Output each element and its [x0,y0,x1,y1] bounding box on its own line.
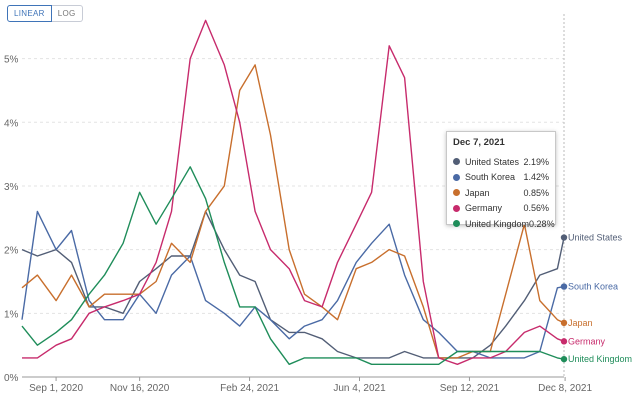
series-end-labels: United States South Korea Japan Germany Unit… [568,233,632,365]
tooltip-date: Dec 7, 2021 [453,137,505,148]
series-end-label: Japan [568,318,593,328]
series-line-germany [22,19,565,365]
series-color-dot [453,173,460,181]
y-tick-label: 0% [4,373,19,384]
series-end-label: United Kingdom [568,354,632,364]
y-tick-label: 5% [4,55,19,66]
tooltip-series-value: 2.19% [523,156,549,167]
y-tick-label: 1% [4,309,19,320]
y-axis-ticks: 0% 1% 2% 3% 4% 5% [4,55,19,384]
x-tick-label: Sep 12, 2021 [440,383,500,394]
tooltip-series-name: South Korea [465,172,516,183]
y-tick-label: 2% [4,246,19,257]
tooltip-series-name: United Kingdom [465,218,530,229]
tooltip-row: Japan 0.85% [453,185,549,201]
x-tick-label: Jun 4, 2021 [333,383,386,394]
tooltip-row: South Korea 1.42% [453,170,549,186]
x-tick-label: Dec 8, 2021 [538,383,592,394]
series-end-label: United States [568,233,623,243]
x-tick-label: Sep 1, 2020 [29,383,83,394]
series-color-dot [453,158,460,166]
tooltip-series-value: 0.28% [529,218,555,229]
y-tick-label: 3% [4,182,19,193]
series-end-marker [560,319,568,327]
series-line-united-kingdom [21,166,565,365]
hover-tooltip: Dec 7, 2021 United States 2.19% South Kore… [446,131,556,229]
series-end-label: South Korea [568,282,618,292]
tooltip-row: United States 2.19% [453,154,549,170]
series-lines [21,19,565,365]
x-tick-label: Nov 16, 2020 [110,383,170,394]
series-end-marker [560,355,568,363]
tooltip-series-name: United States [465,156,520,167]
tooltip-series-value: 0.85% [523,187,549,198]
series-end-label: Germany [568,336,606,346]
tooltip-series-value: 1.42% [523,172,549,183]
series-end-markers [560,234,568,363]
scale-toggle: LINEAR LOG [7,5,83,22]
series-color-dot [453,189,460,197]
series-color-dot [453,204,460,212]
tooltip-series-value: 0.56% [523,203,549,214]
linear-scale-button[interactable]: LINEAR [7,5,52,22]
series-end-marker [560,338,568,345]
series-end-marker [560,283,568,290]
tooltip-row: United Kingdom 0.28% [453,216,555,232]
series-color-dot [453,220,460,228]
series-end-marker [560,234,568,241]
tooltip-series-name: Germany [465,203,503,214]
tooltip-row: Germany 0.56% [453,201,549,217]
y-tick-label: 4% [4,118,19,129]
log-scale-button[interactable]: LOG [51,5,83,22]
tooltip-series-name: Japan [465,187,490,198]
x-tick-label: Feb 24, 2021 [220,383,279,394]
series-line-south-korea [21,210,565,359]
x-axis-ticks: Sep 1, 2020 Nov 16, 2020 Feb 24, 2021 Jun 4… [29,377,592,394]
